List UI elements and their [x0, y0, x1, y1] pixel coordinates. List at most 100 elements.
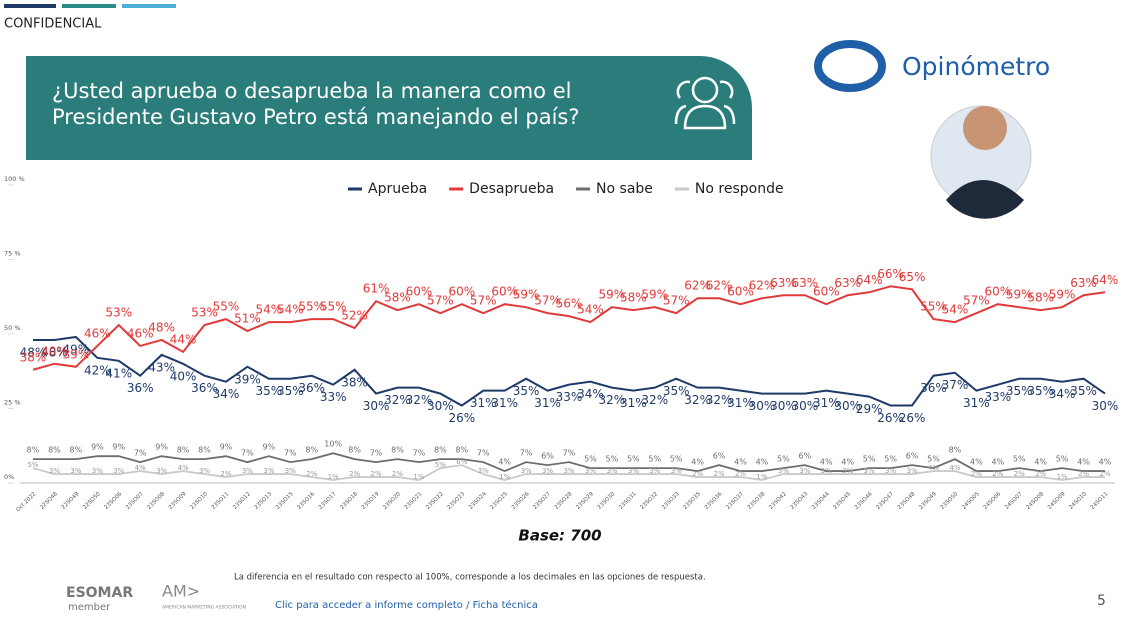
- series-line: [33, 452, 1105, 473]
- x-tick-label: 22SO49: [61, 491, 81, 511]
- confidential: CONFIDENCIAL: [4, 17, 102, 32]
- data-label: 59%: [641, 288, 668, 302]
- data-label: 54%: [277, 303, 304, 317]
- footnote: La diferencia en el resultado con respec…: [234, 573, 706, 583]
- data-label: 26%: [877, 411, 904, 425]
- report-link[interactable]: Clic para acceder a informe completo / F…: [275, 599, 538, 611]
- x-tick-label: 23SO11: [211, 491, 231, 511]
- data-label: 48%: [20, 345, 47, 359]
- x-tick-label: 23SO22: [425, 491, 445, 511]
- x-tick-label: 23SO25: [489, 491, 509, 511]
- data-label: 64%: [1092, 273, 1119, 287]
- data-label: 61%: [363, 282, 390, 296]
- data-label: 35%: [1070, 384, 1097, 398]
- people-icon: [674, 76, 736, 130]
- data-label: 8%: [455, 446, 468, 455]
- data-label: 3%: [649, 467, 660, 475]
- data-label: 9%: [262, 443, 275, 452]
- data-label: 4%: [1034, 458, 1047, 467]
- data-label: 54%: [256, 303, 283, 317]
- data-label: 55%: [298, 300, 325, 314]
- x-tick-label: 23SO06: [104, 491, 124, 511]
- data-label: 42%: [84, 363, 111, 377]
- data-label: 56%: [556, 297, 583, 311]
- data-label: 8%: [48, 446, 61, 455]
- data-label: 48%: [148, 320, 175, 334]
- x-tick-label: 23SO47: [875, 491, 895, 511]
- data-label: 5%: [863, 455, 876, 464]
- x-tick-label: 24SO05: [961, 491, 981, 511]
- data-label: 66%: [877, 267, 904, 281]
- data-label: 44%: [170, 332, 197, 346]
- data-label: 6%: [906, 452, 919, 461]
- data-label: 60%: [984, 285, 1011, 299]
- data-label: 48%: [41, 345, 68, 359]
- data-label: 49%: [63, 342, 90, 356]
- data-label: 36%: [920, 381, 947, 395]
- data-label: 4%: [1077, 458, 1090, 467]
- data-label: 3%: [864, 467, 875, 475]
- x-tick-label: 23SO10: [189, 491, 209, 511]
- data-label: 2%: [392, 470, 403, 478]
- data-label: 46%: [84, 326, 111, 340]
- data-label: 36%: [127, 381, 154, 395]
- x-tick-label: 23SO18: [339, 491, 359, 511]
- x-tick-label: 23SO37: [725, 491, 745, 511]
- data-label: 3%: [671, 467, 682, 475]
- data-label: 8%: [305, 446, 318, 455]
- data-label: 2%: [1014, 470, 1025, 478]
- esomar-logo: ESOMAR: [66, 585, 133, 601]
- data-label: 57%: [470, 294, 497, 308]
- data-label: 60%: [406, 285, 433, 299]
- data-label: 34%: [577, 387, 604, 401]
- data-label: 64%: [856, 273, 883, 287]
- data-label: 59%: [1049, 288, 1076, 302]
- data-label: 5%: [606, 455, 619, 464]
- data-label: 3%: [778, 467, 789, 475]
- legend-label: No sabe: [596, 181, 653, 197]
- data-label: 7%: [563, 449, 576, 458]
- data-label: 2%: [220, 470, 231, 478]
- x-tick-label: 23SO31: [618, 491, 638, 511]
- legend-label: Aprueba: [368, 181, 427, 197]
- data-label: 57%: [963, 294, 990, 308]
- data-label: 32%: [706, 393, 733, 407]
- x-tick-label: 23SO15: [275, 491, 295, 511]
- top-bar: [62, 4, 116, 8]
- data-label: 7%: [477, 449, 490, 458]
- data-label: 54%: [942, 303, 969, 317]
- data-label: 4%: [135, 464, 146, 472]
- data-label: 5%: [435, 461, 446, 469]
- data-label: 4%: [928, 464, 939, 472]
- data-label: 46%: [127, 326, 154, 340]
- x-tick-label: 23SO23: [447, 491, 467, 511]
- x-tick-label: 23SO29: [575, 491, 595, 511]
- x-tick-label: 24SO07: [1004, 491, 1024, 511]
- data-label: 39%: [234, 372, 261, 386]
- data-label: 4%: [498, 458, 511, 467]
- x-tick-label: 23SO20: [382, 491, 402, 511]
- data-label: 6%: [541, 452, 554, 461]
- x-tick-label: 23SO38: [747, 491, 767, 511]
- data-label: 55%: [320, 300, 347, 314]
- data-label: 30%: [749, 399, 776, 413]
- data-label: 2%: [992, 470, 1003, 478]
- data-label: 3%: [478, 467, 489, 475]
- data-label: 30%: [427, 399, 454, 413]
- data-label: 60%: [448, 285, 475, 299]
- data-label: 39%: [63, 347, 90, 361]
- x-tick-label: 23SO45: [833, 491, 853, 511]
- x-tick-label: 23SO07: [125, 491, 145, 511]
- data-label: 60%: [491, 285, 518, 299]
- data-label: 8%: [177, 446, 190, 455]
- data-label: 3%: [199, 467, 210, 475]
- x-tick-label: 23SO44: [811, 491, 831, 511]
- data-label: 62%: [684, 279, 711, 293]
- data-label: 4%: [820, 458, 833, 467]
- x-tick-label: 24SO10: [1068, 491, 1088, 511]
- data-label: 63%: [1070, 276, 1097, 290]
- data-label: 3%: [842, 467, 853, 475]
- data-label: 7%: [284, 449, 297, 458]
- data-label: 59%: [513, 288, 540, 302]
